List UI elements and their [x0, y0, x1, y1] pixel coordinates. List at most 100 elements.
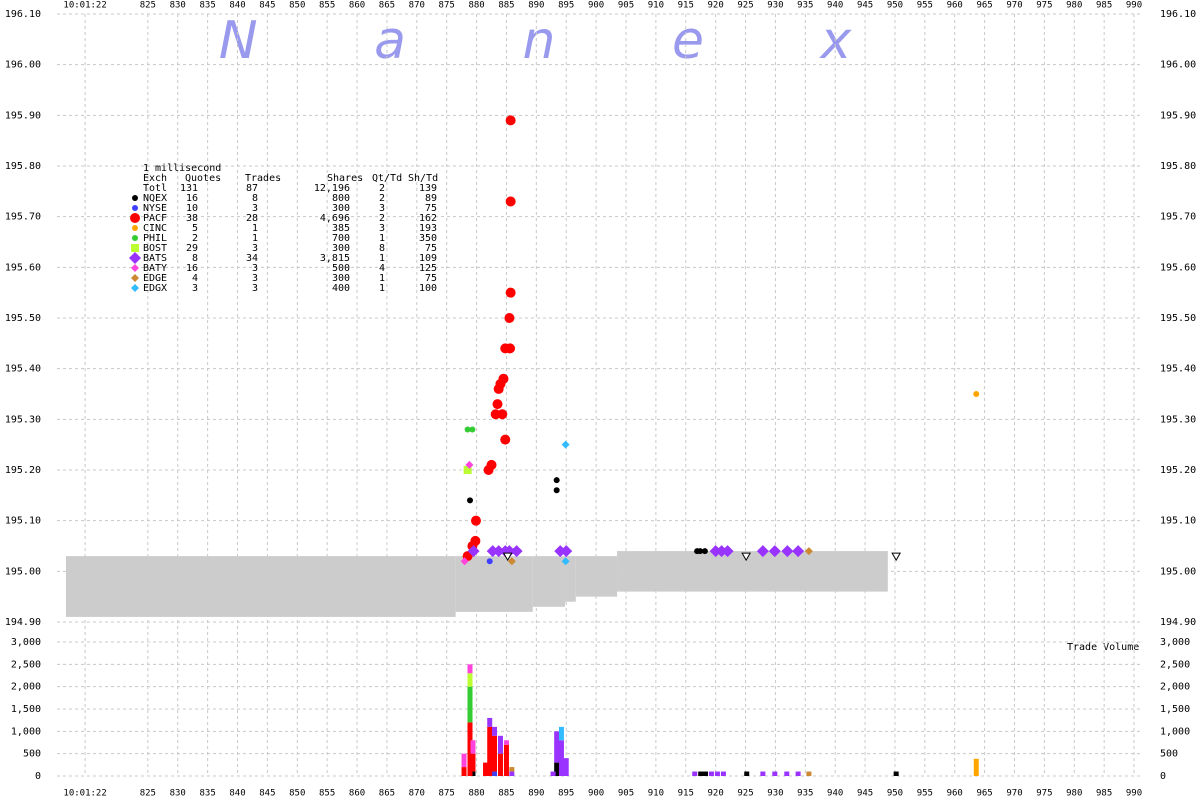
volume-bar: [702, 771, 708, 776]
legend-cell: 2: [379, 183, 385, 194]
legend-cell: 8: [192, 253, 198, 264]
legend-header: Sh/Td: [408, 173, 438, 184]
volume-bar: [692, 771, 698, 776]
legend-cell: 38: [186, 213, 198, 224]
price-marker: [505, 287, 516, 298]
y-tick-label: 194.90: [5, 617, 41, 628]
legend-name: NYSE: [143, 203, 167, 214]
volume-bar: [467, 722, 473, 776]
x-tick-label: 970: [1006, 789, 1022, 799]
legend-header: Quotes: [185, 173, 221, 184]
y-tick-label: 195.20: [5, 465, 41, 476]
legend-cell: 300: [332, 243, 350, 254]
y2-tick-label: 1,000: [11, 726, 41, 737]
legend-cell: 5: [192, 223, 198, 234]
x-tick-label: 950: [887, 1, 903, 11]
y-tick-label: 195.80: [5, 161, 41, 172]
legend-cell: 8: [379, 243, 385, 254]
x-tick-label: 935: [797, 1, 813, 11]
volume-bar: [714, 771, 720, 776]
legend-name: BATY: [143, 263, 167, 274]
volume-bar: [720, 771, 726, 776]
y-tick-label: 196.00: [5, 60, 41, 71]
x-tick-label: 895: [558, 1, 574, 11]
x-tick-label: 940: [827, 789, 843, 799]
volume-bar: [509, 767, 515, 772]
x-tick-label: 870: [409, 1, 425, 11]
legend-marker: [132, 195, 138, 201]
volume-bar: [806, 771, 812, 776]
y2-tick-label: 2,500: [1160, 659, 1190, 670]
legend-cell: 75: [425, 203, 437, 214]
legend-cell: 1: [252, 223, 258, 234]
legend-cell: 3: [252, 263, 258, 274]
volume-bar: [784, 771, 790, 776]
volume-bar: [509, 771, 515, 776]
x-tick-label: 885: [498, 1, 514, 11]
y2-tick-label: 1,500: [1160, 704, 1190, 715]
x-tick-label: 965: [976, 1, 992, 11]
x-tick-label: 905: [618, 789, 634, 799]
legend-marker: [132, 205, 138, 211]
price-marker: [467, 545, 480, 558]
price-marker: [507, 557, 516, 566]
x-tick-label: 855: [319, 789, 335, 799]
x-tick-label: 865: [379, 1, 395, 11]
legend-header: Exch: [143, 173, 167, 184]
legend-cell: 1: [252, 233, 258, 244]
x-tick-label: 830: [170, 789, 186, 799]
price-marker: [973, 391, 980, 397]
legend-cell: 300: [332, 273, 350, 284]
x-tick-label: 945: [857, 789, 873, 799]
y2-tick-label: 500: [23, 749, 41, 760]
legend-cell: 2: [192, 233, 198, 244]
volume-bar: [492, 726, 498, 736]
x-tick-label: 825: [140, 789, 156, 799]
x-tick-label: 850: [289, 789, 305, 799]
legend-cell: 2: [379, 193, 385, 204]
legend-cell: 28: [246, 213, 258, 224]
legend-cell: 100: [419, 283, 437, 294]
y-tick-label: 194.90: [1160, 617, 1196, 628]
x-tick-label: 875: [439, 1, 455, 11]
legend-cell: Totl: [143, 183, 167, 194]
x-tick-label: 925: [737, 1, 753, 11]
volume-bar: [760, 771, 766, 776]
y2-tick-label: 0: [35, 771, 41, 782]
y-tick-label: 195.30: [5, 414, 41, 425]
volume-bar: [497, 735, 503, 754]
legend-name: EDGE: [143, 273, 167, 284]
volume-bar: [772, 771, 778, 776]
volume-bar: [470, 771, 476, 776]
legend-cell: 500: [332, 263, 350, 274]
volume-bar: [503, 744, 509, 776]
legend-marker: [131, 244, 139, 252]
nbbo-band: [65, 556, 456, 617]
x-tick-label: 955: [917, 1, 933, 11]
x-tick-label: 915: [678, 789, 694, 799]
legend-cell: 3: [379, 223, 385, 234]
x-tick-label: 940: [827, 1, 843, 11]
x-tick-label: 935: [797, 789, 813, 799]
volume-bar: [973, 758, 979, 776]
price-marker: [470, 535, 481, 546]
y-tick-label: 195.40: [5, 364, 41, 375]
x-tick-label: 975: [1036, 789, 1052, 799]
legend-cell: 29: [186, 243, 198, 254]
price-marker: [505, 196, 516, 207]
x-tick-label: 910: [648, 1, 664, 11]
nbbo-band: [455, 556, 533, 612]
x-tick-label: 840: [229, 789, 245, 799]
nbbo-band: [532, 556, 566, 607]
x-tick-label: 920: [708, 1, 724, 11]
price-marker: [467, 497, 474, 504]
y-tick-label: 195.90: [5, 110, 41, 121]
volume-bar: [497, 753, 503, 776]
chart-title: N a n e x: [219, 11, 902, 71]
x-tick-label: 10:01:22: [63, 1, 106, 11]
x-tick-label: 855: [319, 1, 335, 11]
price-marker: [469, 426, 476, 433]
volume-bar: [563, 758, 569, 776]
volume-bar: [467, 673, 473, 687]
x-tick-label: 930: [767, 1, 783, 11]
